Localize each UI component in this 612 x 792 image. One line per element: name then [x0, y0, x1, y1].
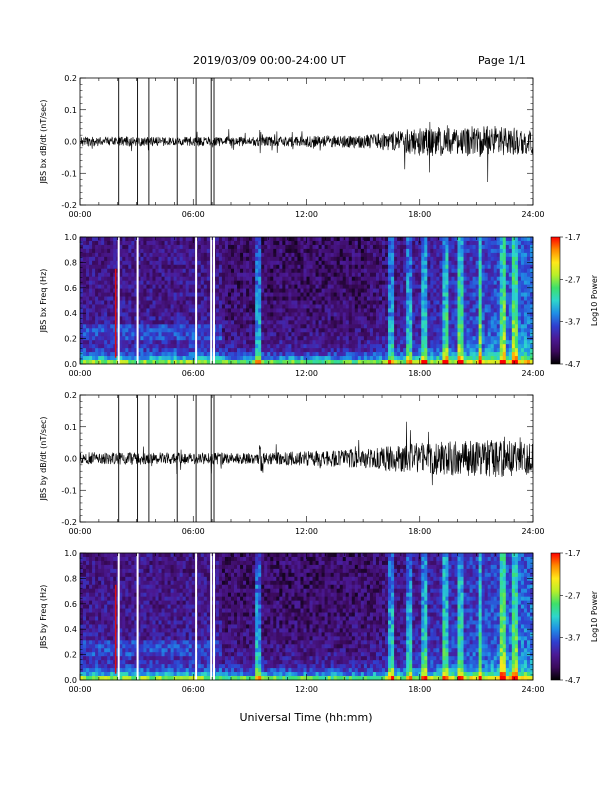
x-tick-label: 12:00 [295, 685, 318, 694]
colorbar-label: Log10 Power [590, 274, 599, 326]
colorbar-tick-label: -4.7 [565, 360, 581, 369]
x-tick-label: 12:00 [295, 527, 318, 536]
data-gap-line [136, 237, 139, 364]
y-tick-label: -0.2 [61, 201, 77, 210]
y-axis-label: JBS bx Freq (Hz) [39, 269, 48, 334]
x-tick-label: 18:00 [408, 210, 431, 219]
x-tick-label: 06:00 [182, 685, 205, 694]
plot-title: 2019/03/09 00:00-24:00 UT [193, 54, 346, 67]
data-gap-line [136, 553, 139, 680]
y-tick-label: 1.0 [64, 549, 77, 558]
y-tick-label: -0.1 [61, 169, 77, 178]
colorbar-label: Log10 Power [590, 590, 599, 642]
colorbar-tick-label: -3.7 [565, 318, 581, 327]
x-tick-label: 24:00 [521, 210, 544, 219]
spectrogram-cells [80, 553, 534, 681]
data-gap-line [210, 237, 213, 364]
x-tick-label: 06:00 [182, 369, 205, 378]
spectrogram-cells [80, 237, 534, 365]
x-tick-label: 12:00 [295, 369, 318, 378]
dbdt-trace [79, 421, 534, 486]
y-tick-label: -0.1 [61, 486, 77, 495]
data-gap-line [117, 237, 120, 364]
colorbar-tick-label: -3.7 [565, 634, 581, 643]
x-tick-label: 00:00 [68, 527, 91, 536]
x-tick-label: 18:00 [408, 685, 431, 694]
x-tick-label: 06:00 [182, 210, 205, 219]
y-tick-label: 1.0 [64, 233, 77, 242]
colorbar-tick-label: -1.7 [565, 233, 581, 242]
colorbar-tick-label: -2.7 [565, 591, 581, 600]
data-gap-line [195, 237, 198, 364]
colorbar [550, 552, 561, 681]
x-tick-label: 06:00 [182, 527, 205, 536]
y-tick-label: 0.0 [64, 360, 77, 369]
data-gap-line [213, 553, 215, 680]
x-tick-label: 18:00 [408, 369, 431, 378]
x-tick-label: 24:00 [521, 369, 544, 378]
data-gap-line [117, 553, 120, 680]
y-tick-label: 0.4 [64, 309, 77, 318]
y-axis-label: JBS by dB/dt (nT/sec) [39, 416, 48, 501]
y-tick-label: 0.2 [64, 651, 77, 660]
page-indicator: Page 1/1 [478, 54, 526, 67]
y-tick-label: 0.0 [64, 455, 77, 464]
colorbar-tick-label: -4.7 [565, 676, 581, 685]
x-tick-label: 24:00 [521, 527, 544, 536]
y-tick-label: -0.2 [61, 518, 77, 527]
x-tick-label: 12:00 [295, 210, 318, 219]
y-tick-label: 0.8 [64, 574, 77, 583]
x-tick-label: 00:00 [68, 210, 91, 219]
x-tick-label: 00:00 [68, 685, 91, 694]
y-tick-label: 0.2 [64, 391, 77, 400]
x-tick-label: 18:00 [408, 527, 431, 536]
x-axis-label: Universal Time (hh:mm) [239, 711, 373, 724]
x-tick-label: 24:00 [521, 685, 544, 694]
y-tick-label: 0.2 [64, 74, 77, 83]
data-gap-line [213, 237, 215, 364]
y-tick-label: 0.6 [64, 600, 77, 609]
dbdt-trace [79, 121, 534, 183]
data-gap-line [195, 553, 198, 680]
spectrogram-artifact [114, 268, 117, 358]
y-axis-label: JBS bx dB/dt (nT/sec) [39, 99, 48, 184]
y-tick-label: 0.2 [64, 335, 77, 344]
colorbar [550, 236, 561, 365]
x-tick-label: 00:00 [68, 369, 91, 378]
y-tick-label: 0.0 [64, 138, 77, 147]
spectrogram-artifact [114, 584, 117, 674]
y-tick-label: 0.4 [64, 625, 77, 634]
y-tick-label: 0.8 [64, 258, 77, 267]
colorbar-tick-label: -1.7 [565, 549, 581, 558]
y-tick-label: 0.0 [64, 676, 77, 685]
y-tick-label: 0.1 [64, 423, 77, 432]
y-tick-label: 0.6 [64, 284, 77, 293]
data-gap-line [210, 553, 213, 680]
colorbar-tick-label: -2.7 [565, 275, 581, 284]
y-axis-label: JBS by Freq (Hz) [39, 585, 48, 650]
y-tick-label: 0.1 [64, 106, 77, 115]
